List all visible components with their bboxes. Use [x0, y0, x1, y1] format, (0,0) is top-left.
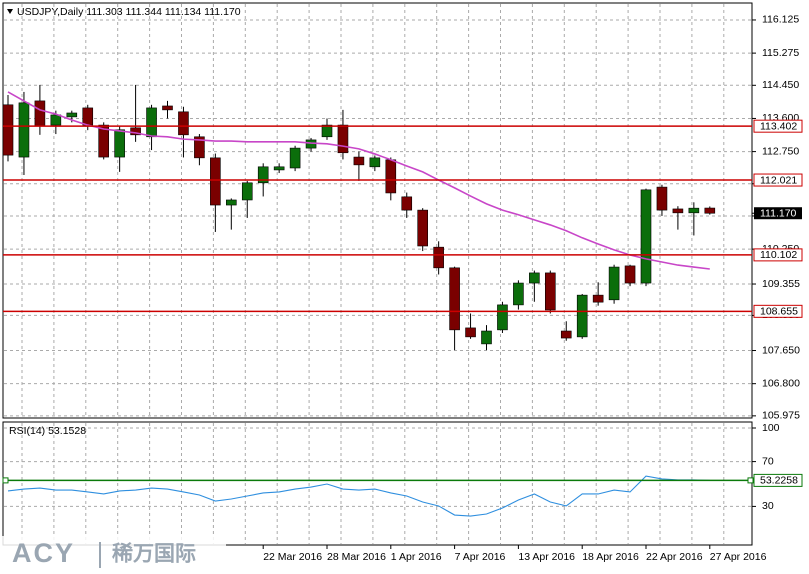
- level-label-box: [753, 304, 803, 318]
- x-tick-label: 22 Mar 2016: [263, 551, 322, 563]
- candle-body: [369, 157, 381, 168]
- candle-body: [305, 139, 317, 149]
- candle-body: [560, 330, 572, 339]
- watermark-name: 稀万国际: [112, 542, 196, 566]
- candle-body: [257, 166, 269, 184]
- level-marker: [747, 477, 754, 484]
- candle-body: [481, 330, 492, 345]
- level-label-box: [753, 248, 803, 262]
- y-tick-label: 115.275: [762, 47, 799, 59]
- candle-body: [321, 124, 333, 138]
- candle-body: [18, 102, 30, 158]
- price-panel: [2, 2, 753, 419]
- y-tick-label: 30: [762, 500, 774, 512]
- candle-body: [130, 127, 141, 136]
- level-label: 110.102: [760, 249, 797, 261]
- candle-body: [704, 207, 716, 214]
- rsi-line: [7, 475, 710, 517]
- candle-body: [98, 124, 109, 158]
- price-label-box: [754, 207, 802, 220]
- y-tick-label: 114.450: [762, 79, 799, 91]
- x-tick-label: 1 Apr 2016: [391, 551, 442, 563]
- candle-body: [50, 114, 62, 126]
- price-label: 111.170: [760, 208, 797, 220]
- candle-body: [178, 111, 189, 136]
- level-label-box: [753, 473, 803, 487]
- candle-body: [576, 294, 588, 338]
- y-tick-label: 70: [762, 455, 774, 467]
- x-tick-label: 18 Apr 2016: [582, 551, 639, 563]
- candle-body: [146, 107, 157, 138]
- candle-body: [114, 129, 125, 158]
- candle-body: [385, 159, 397, 194]
- level-label: 112.021: [760, 174, 797, 186]
- x-tick-label: 28 Mar 2016: [327, 551, 386, 563]
- watermark-bg: [0, 536, 226, 574]
- candle-body: [640, 189, 652, 284]
- candle-body: [656, 186, 668, 211]
- x-tick-label: 7 Apr 2016: [455, 551, 506, 563]
- candle-body: [82, 107, 94, 126]
- candle-body: [449, 267, 460, 331]
- candle-body: [210, 157, 221, 206]
- candle-body: [592, 294, 604, 303]
- level-marker: [2, 477, 9, 484]
- y-tick-label: 107.650: [762, 344, 800, 356]
- y-tick-label: 112.750: [762, 145, 799, 157]
- moving-average: [7, 91, 710, 270]
- level-label: 113.402: [760, 120, 797, 132]
- candle-body: [608, 266, 620, 301]
- rsi-panel: [2, 421, 753, 546]
- x-tick-label: 13 Apr 2016: [518, 551, 575, 563]
- candle-body: [2, 104, 14, 156]
- watermark-brand: ACY: [12, 538, 75, 568]
- y-tick-label: 106.800: [762, 377, 800, 389]
- candle-body: [194, 136, 205, 159]
- rsi-title: RSI(14) 53.1528: [9, 425, 86, 437]
- candle-body: [417, 209, 429, 247]
- candle-body: [226, 199, 237, 206]
- candle-body: [353, 156, 365, 166]
- candle-body: [66, 112, 78, 118]
- x-tick-label: 27 Apr 2016: [710, 551, 767, 563]
- level-label-box: [753, 173, 803, 187]
- y-tick-label: 100: [762, 422, 780, 434]
- candle-body: [529, 272, 540, 284]
- candle-body: [401, 196, 413, 211]
- chart-header: USDJPY,Daily 111.303 111.344 111.134 111…: [17, 6, 241, 18]
- level-label: 53.2258: [760, 475, 798, 487]
- candle-body: [34, 100, 46, 127]
- y-tick-label: 105.975: [762, 410, 800, 422]
- level-label: 108.655: [760, 306, 798, 318]
- candle-body: [465, 327, 476, 338]
- x-tick-label: 22 Apr 2016: [646, 551, 703, 563]
- candle-body: [497, 304, 508, 331]
- candle-body: [273, 166, 285, 171]
- level-label-box: [753, 119, 803, 133]
- candle-body: [289, 147, 301, 169]
- candle-body: [337, 124, 349, 154]
- candle-body: [624, 265, 636, 284]
- candle-body: [241, 182, 253, 201]
- y-tick-label: 109.355: [762, 278, 800, 290]
- candle-body: [162, 105, 173, 111]
- candle-body: [544, 272, 556, 311]
- y-tick-label: 116.125: [762, 14, 799, 26]
- candle-body: [672, 208, 684, 214]
- candle-body: [513, 282, 524, 306]
- candle-body: [688, 207, 700, 214]
- candle-body: [433, 246, 444, 269]
- menu-arrow[interactable]: [7, 9, 13, 14]
